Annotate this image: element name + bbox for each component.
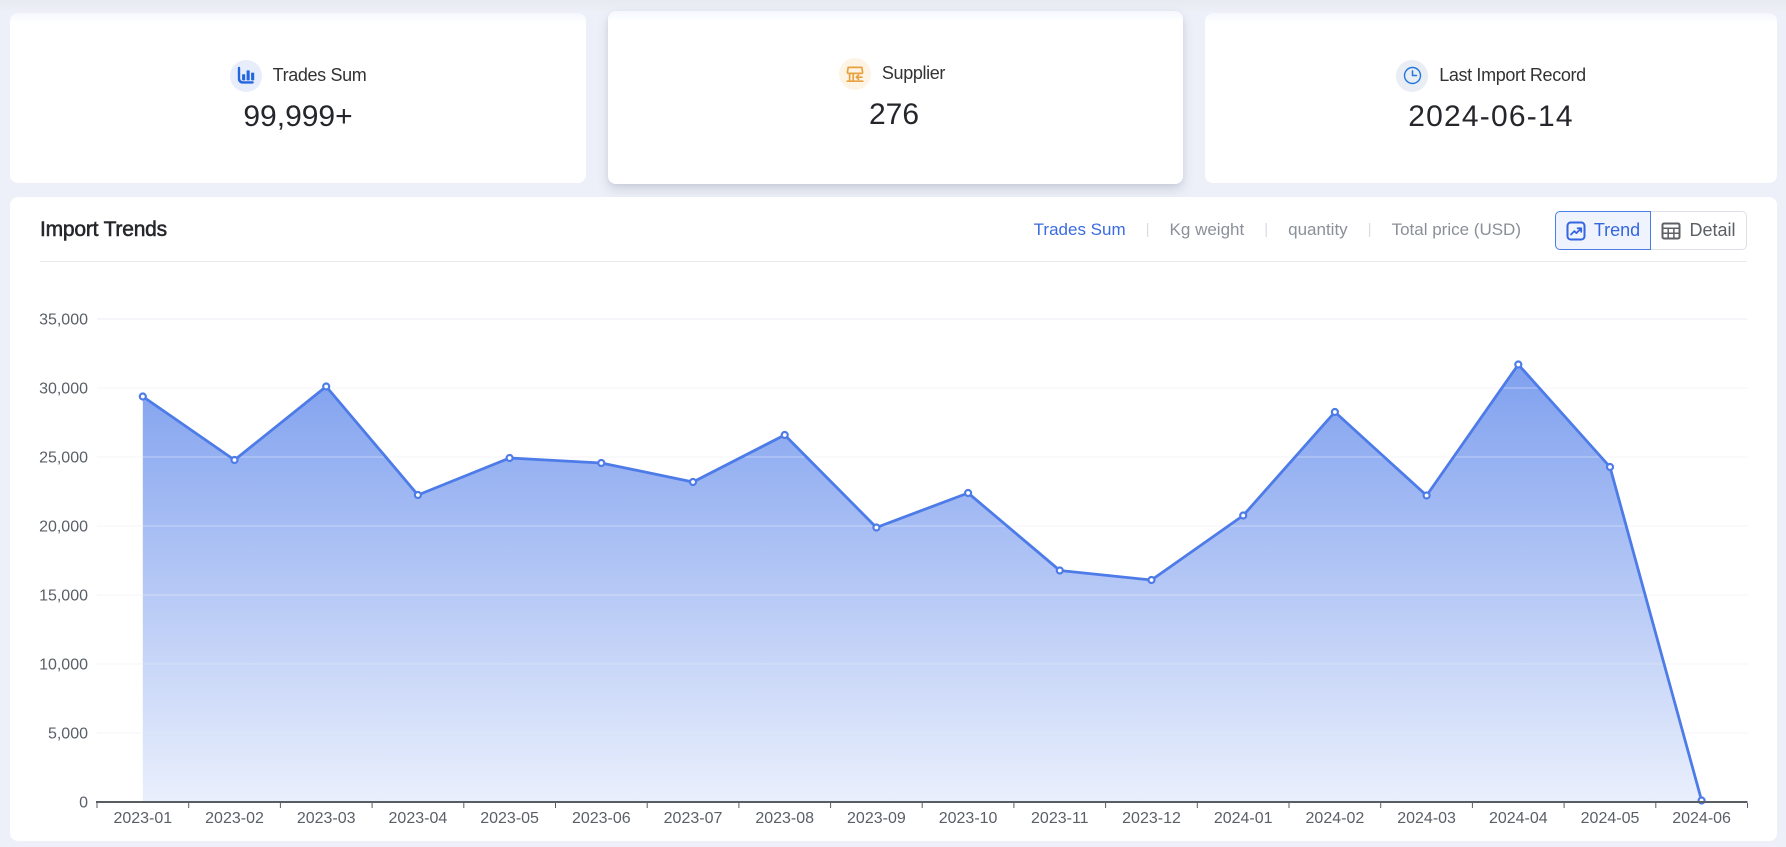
- svg-text:30,000: 30,000: [39, 381, 88, 398]
- svg-text:2023-05: 2023-05: [480, 810, 539, 827]
- svg-text:35,000: 35,000: [39, 312, 88, 329]
- svg-text:2023-04: 2023-04: [389, 810, 448, 827]
- svg-text:2023-12: 2023-12: [1122, 810, 1181, 827]
- svg-text:2023-01: 2023-01: [113, 810, 172, 827]
- svg-text:15,000: 15,000: [39, 588, 88, 605]
- svg-text:2024-04: 2024-04: [1489, 810, 1548, 827]
- svg-text:2023-03: 2023-03: [297, 810, 356, 827]
- svg-text:2023-10: 2023-10: [939, 810, 998, 827]
- svg-text:2023-09: 2023-09: [847, 810, 906, 827]
- svg-text:2024-03: 2024-03: [1397, 810, 1456, 827]
- svg-text:0: 0: [79, 795, 88, 812]
- svg-text:2023-11: 2023-11: [1031, 810, 1089, 827]
- svg-text:2023-02: 2023-02: [205, 810, 264, 827]
- svg-text:2023-06: 2023-06: [572, 810, 631, 827]
- svg-text:10,000: 10,000: [39, 657, 88, 674]
- svg-text:2024-05: 2024-05: [1581, 810, 1640, 827]
- svg-text:2023-08: 2023-08: [755, 810, 814, 827]
- svg-text:2023-07: 2023-07: [664, 810, 723, 827]
- svg-text:2024-02: 2024-02: [1306, 810, 1365, 827]
- svg-text:5,000: 5,000: [48, 726, 88, 743]
- svg-text:2024-06: 2024-06: [1672, 810, 1731, 827]
- svg-text:2024-01: 2024-01: [1214, 810, 1273, 827]
- svg-text:25,000: 25,000: [39, 450, 88, 467]
- svg-text:20,000: 20,000: [39, 519, 88, 536]
